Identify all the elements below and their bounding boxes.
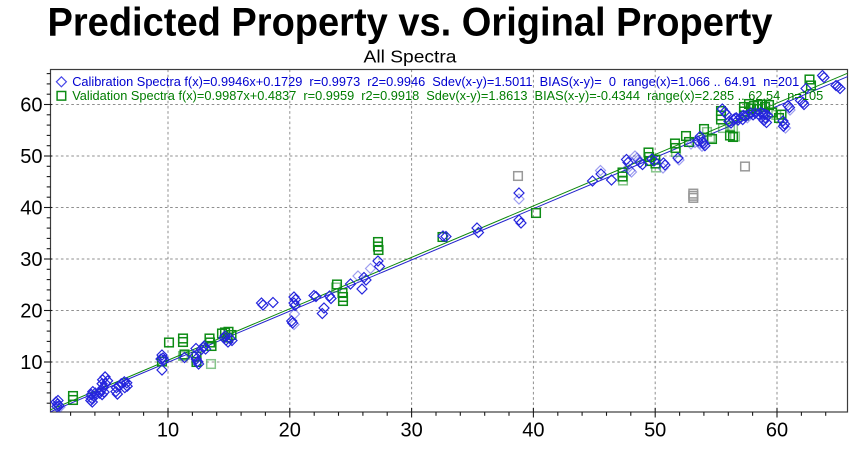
svg-text:Predicted Property vs. Origina: Predicted Property vs. Original Property [48, 0, 774, 44]
svg-text:10: 10 [157, 420, 179, 442]
svg-text:50: 50 [20, 146, 42, 168]
svg-text:60: 60 [766, 420, 788, 442]
svg-text:Validation Spectra f(x)=0.9987: Validation Spectra f(x)=0.9987x+0.4837 r… [72, 88, 823, 103]
svg-text:All Spectra: All Spectra [364, 47, 457, 67]
svg-text:Calibration Spectra f(x)=0.994: Calibration Spectra f(x)=0.9946x+0.1729 … [72, 74, 799, 89]
svg-text:30: 30 [400, 420, 422, 442]
svg-text:20: 20 [279, 420, 301, 442]
svg-text:50: 50 [644, 420, 666, 442]
svg-text:60: 60 [20, 95, 42, 117]
svg-text:30: 30 [20, 249, 42, 271]
svg-text:20: 20 [20, 301, 42, 323]
svg-text:40: 40 [20, 198, 42, 220]
svg-text:40: 40 [522, 420, 544, 442]
svg-text:10: 10 [20, 352, 42, 374]
